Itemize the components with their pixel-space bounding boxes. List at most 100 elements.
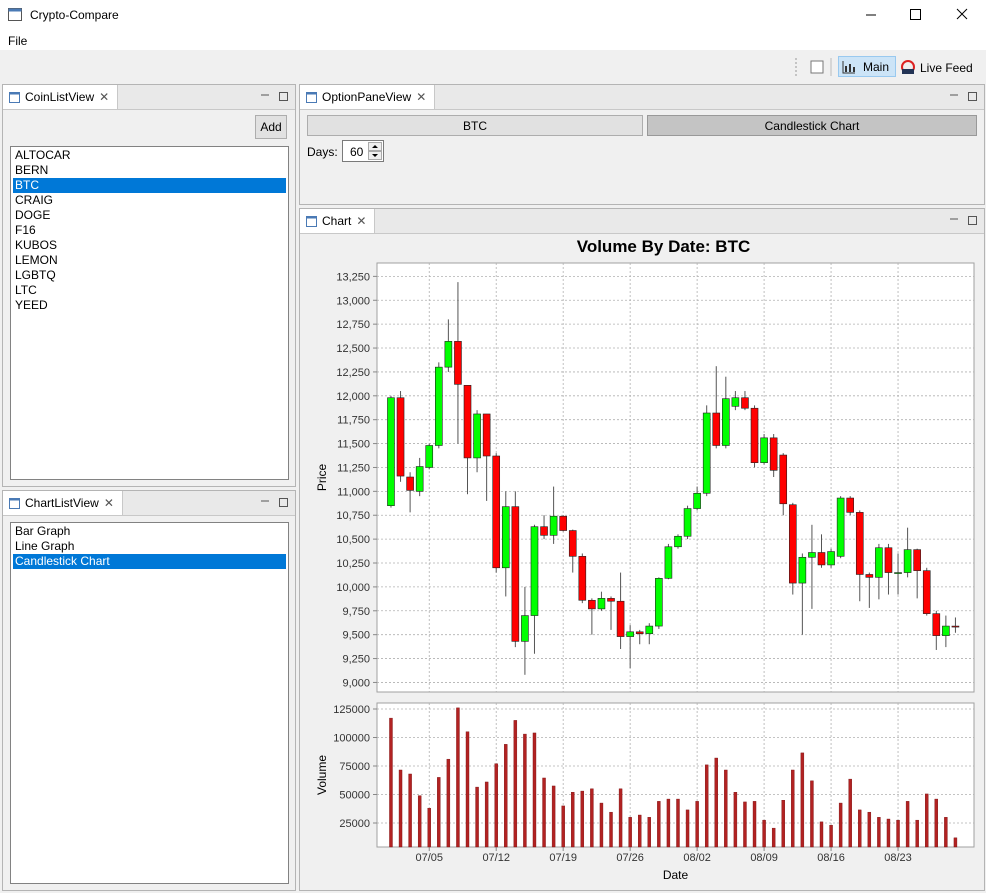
tab[interactable]: ChartListView ✕ (3, 491, 123, 515)
chart-view: Chart ✕ Volume By Date: BTC 9,000 9,250 9,50… (299, 208, 985, 891)
chart-icon (842, 61, 855, 74)
candle-body (827, 551, 835, 566)
y-tick-label: 9,000 (342, 677, 370, 689)
candle-body (645, 625, 654, 635)
close-icon[interactable]: ✕ (416, 90, 427, 104)
view-controls[interactable] (948, 91, 978, 103)
list-item[interactable]: CRAIG (15, 193, 54, 207)
title-bar: Crypto-Compare (0, 0, 986, 30)
days-label: Days: (307, 145, 338, 159)
toolbar-label: Main (863, 60, 890, 74)
volume-bar (953, 837, 958, 848)
toolbar-label[interactable]: Live Feed (920, 61, 973, 75)
volume-bar (523, 733, 527, 848)
candle-body (865, 574, 874, 578)
candle-body (855, 512, 864, 575)
candle-body (702, 412, 711, 494)
list-item[interactable]: LTC (15, 283, 37, 297)
plot-area (376, 262, 975, 693)
candle-body (435, 366, 443, 446)
candle-body (922, 570, 931, 614)
candle-body (588, 599, 596, 610)
candle-body (511, 506, 520, 642)
view-controls[interactable] (948, 215, 978, 227)
candle-body (712, 412, 721, 446)
candle-body (492, 455, 501, 569)
candle-body (415, 466, 424, 492)
volume-bar (810, 780, 814, 848)
spinner-arrows[interactable] (368, 142, 382, 160)
tab-bar: CoinListView ✕ (3, 85, 295, 110)
add-button[interactable]: Add (255, 115, 287, 139)
list-item[interactable]: LEMON (15, 253, 58, 267)
list-item[interactable]: BERN (15, 163, 49, 177)
volume-bar (838, 802, 843, 848)
candle-body (760, 437, 768, 463)
view-icon (9, 91, 20, 103)
list-item[interactable]: KUBOS (15, 238, 58, 252)
y-tick-label: 13,250 (336, 271, 370, 283)
close-icon[interactable]: ✕ (103, 496, 114, 510)
candle-body (779, 454, 788, 505)
chart-title: Volume By Date: BTC (577, 237, 751, 256)
list-item[interactable]: LGBTQ (15, 268, 56, 282)
list-item[interactable]: ALTOCAR (15, 148, 71, 162)
close-icon[interactable]: ✕ (356, 214, 367, 228)
main-button[interactable]: Main (838, 56, 896, 77)
y-tick-label: 50000 (339, 790, 370, 802)
candle-body (387, 397, 395, 506)
list-item[interactable]: Candlestick Chart (13, 554, 286, 569)
chart-type-button[interactable]: Candlestick Chart (647, 115, 977, 136)
volume-bar (771, 827, 776, 848)
x-tick-label: 08/23 (884, 852, 912, 864)
volume-bar (666, 798, 671, 848)
window-controls[interactable] (850, 0, 986, 30)
volume-bar (695, 801, 699, 848)
y-tick-label: 11,000 (337, 486, 370, 498)
candle-body (664, 546, 673, 579)
tab[interactable]: OptionPaneView ✕ (300, 85, 436, 109)
list-item[interactable]: DOGE (15, 208, 51, 222)
days-spinner[interactable]: 60 (342, 140, 384, 162)
candle-body (482, 413, 491, 457)
volume-bar (561, 805, 565, 848)
candle-body (693, 492, 701, 509)
candle-body (626, 631, 634, 637)
candle-body (722, 398, 730, 446)
y-tick-label: 12,250 (336, 367, 370, 379)
y-tick-label: 9,750 (342, 606, 370, 618)
candle-body (568, 530, 577, 557)
y-tick-label: 25000 (339, 818, 370, 830)
volume-bar (456, 707, 460, 848)
y-tick-label: 125000 (333, 704, 370, 716)
view-controls[interactable] (259, 91, 289, 103)
y-tick-label: 10,250 (336, 558, 370, 570)
view-controls[interactable] (259, 497, 289, 509)
coin-button[interactable]: BTC (307, 115, 643, 136)
volume-bar (905, 801, 910, 848)
view-title: ChartListView (25, 496, 99, 510)
candle-body (798, 556, 807, 584)
view-icon (306, 215, 317, 227)
close-icon[interactable]: ✕ (99, 90, 110, 104)
list-item[interactable]: Bar Graph (15, 524, 71, 538)
list-item[interactable]: F16 (15, 223, 36, 237)
y-axis-label: Volume (315, 755, 329, 795)
y-tick-label: 13,000 (336, 295, 370, 307)
tab[interactable]: CoinListView ✕ (3, 85, 119, 109)
y-tick-label: 9,250 (342, 654, 370, 666)
y-tick-label: 10,750 (336, 510, 370, 522)
volume-bar (638, 814, 642, 848)
x-tick-label: 07/26 (616, 852, 644, 864)
menu-item[interactable]: File (8, 34, 28, 48)
tab[interactable]: Chart ✕ (300, 209, 376, 233)
list-item[interactable]: Line Graph (15, 539, 75, 553)
candle-body (406, 476, 414, 491)
list-item[interactable]: BTC (13, 178, 286, 193)
volume-bar (618, 788, 623, 848)
menu-bar: File (0, 30, 986, 50)
list-item[interactable]: YEED (15, 298, 48, 312)
volume-bar (877, 817, 881, 848)
app-icon (8, 8, 22, 21)
chart: Volume By Date: BTC 9,000 9,250 9,500 9,750 1… (315, 237, 975, 882)
